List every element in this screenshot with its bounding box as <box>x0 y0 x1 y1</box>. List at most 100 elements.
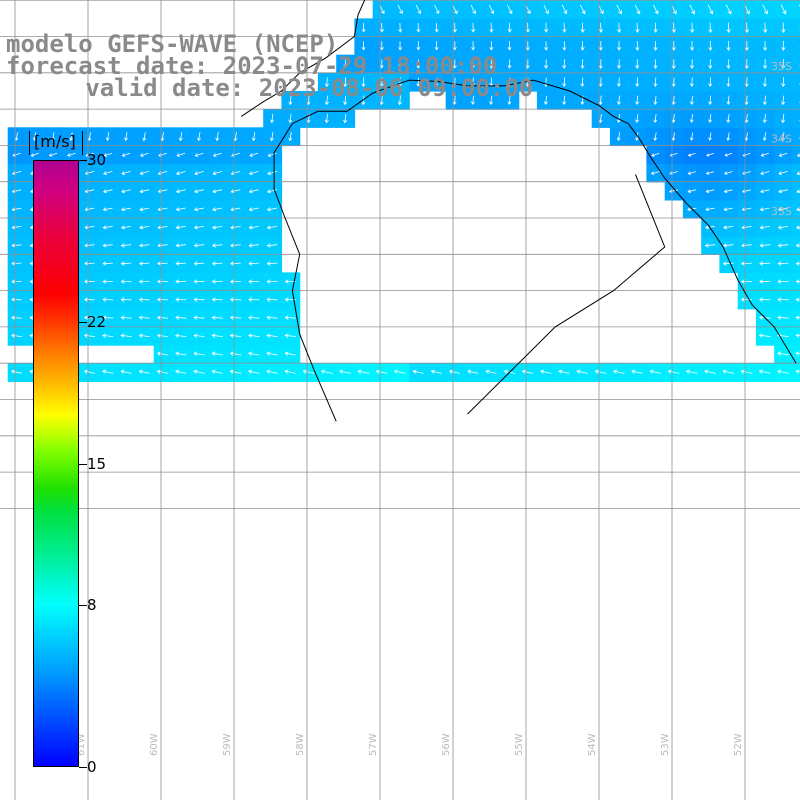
lon-label: 54W <box>587 733 598 756</box>
wind-arrow <box>653 77 658 88</box>
wind-arrow <box>157 243 168 248</box>
wind-arrow <box>796 207 800 212</box>
wind-arrow <box>102 297 114 302</box>
wind-cell <box>171 236 191 255</box>
wind-arrow <box>416 41 421 51</box>
wind-cell <box>244 145 264 165</box>
wind-arrow <box>229 333 242 338</box>
wind-arrow <box>156 369 169 374</box>
wind-arrow <box>671 22 677 33</box>
wind-arrow <box>689 59 695 69</box>
wind-arrow <box>156 315 169 320</box>
wind-arrow <box>266 333 278 338</box>
wind-arrow <box>320 369 333 374</box>
wind-arrow <box>212 171 223 176</box>
wind-arrow <box>156 297 168 302</box>
wind-arrow <box>251 132 256 142</box>
wind-arrow <box>653 95 658 106</box>
wind-arrow <box>379 77 384 88</box>
wind-arrow <box>416 77 421 87</box>
wind-arrow <box>248 171 259 176</box>
wind-arrow <box>211 351 223 356</box>
wind-cell <box>664 163 684 183</box>
wind-arrow <box>796 189 800 194</box>
wind-arrow <box>525 77 530 87</box>
wind-cell <box>792 181 800 201</box>
wind-arrow <box>343 113 348 124</box>
wind-cell <box>664 145 684 165</box>
wind-arrow <box>102 315 114 320</box>
wind-cell <box>263 163 283 183</box>
wind-arrow <box>758 333 771 338</box>
wind-arrow <box>193 351 205 356</box>
wind-cell <box>190 127 210 147</box>
wind-arrow <box>635 22 640 33</box>
wind-arrow <box>339 369 351 374</box>
wind-arrow <box>781 132 785 142</box>
wind-cell <box>792 72 800 92</box>
wind-arrow <box>561 4 568 15</box>
wind-arrow <box>543 4 549 15</box>
wind-arrow <box>211 297 223 302</box>
wind-arrow <box>324 113 329 124</box>
wind-cell <box>682 145 702 165</box>
wind-cell <box>792 218 800 237</box>
wind-arrow <box>266 297 278 302</box>
wind-arrow <box>452 4 458 15</box>
wind-cell <box>755 163 775 183</box>
wind-arrow <box>705 171 715 175</box>
wind-arrow <box>598 95 603 106</box>
wind-arrow <box>763 40 768 51</box>
wind-arrow <box>671 114 676 124</box>
wind-arrow <box>69 132 74 142</box>
wind-arrow <box>741 225 752 230</box>
wind-arrow <box>103 171 113 176</box>
wind-arrow <box>175 315 187 320</box>
latitude-labels: 33S34S35S36S37S38S39S40S41S <box>771 0 792 218</box>
wind-cell <box>664 181 684 201</box>
wind-arrow <box>11 297 22 302</box>
wind-arrow <box>83 369 96 374</box>
wind-arrow <box>759 261 771 266</box>
wind-arrow <box>759 225 770 230</box>
wind-arrow <box>193 297 205 302</box>
wind-cell <box>701 163 721 183</box>
wind-arrow <box>795 297 800 302</box>
wind-arrow <box>612 369 625 374</box>
wind-arrow <box>103 152 113 157</box>
wind-arrow <box>704 225 715 230</box>
wind-cell <box>44 145 64 165</box>
wind-cell <box>135 181 155 201</box>
wind-arrow <box>175 333 187 338</box>
wind-cell <box>701 181 721 201</box>
wind-arrow <box>102 369 114 374</box>
wind-arrow <box>138 333 150 338</box>
wind-arrow <box>635 41 640 51</box>
wind-arrow <box>194 152 204 157</box>
colorbar <box>33 160 79 767</box>
lon-label: 52W <box>733 733 744 756</box>
wind-cell <box>153 163 173 183</box>
wind-arrow <box>193 243 205 248</box>
wind-arrow <box>193 225 205 230</box>
wind-arrow <box>635 95 640 106</box>
wind-arrow <box>708 59 713 70</box>
wind-arrow <box>562 41 567 51</box>
wind-cell <box>755 145 775 165</box>
wind-cell <box>190 163 210 183</box>
wind-arrow <box>521 369 534 374</box>
wind-arrow <box>705 189 715 194</box>
wind-arrow <box>616 113 621 124</box>
wind-arrow <box>397 95 402 106</box>
wind-arrow <box>175 261 187 266</box>
wind-arrow <box>558 369 570 374</box>
wind-arrow <box>11 279 22 284</box>
wind-arrow <box>32 132 37 142</box>
wind-arrow <box>795 333 800 338</box>
wind-arrow <box>778 171 788 176</box>
wind-arrow <box>139 225 150 230</box>
wind-arrow <box>544 41 549 51</box>
wind-arrow <box>690 132 694 141</box>
wind-arrow <box>762 22 768 34</box>
wind-arrow <box>343 77 348 88</box>
